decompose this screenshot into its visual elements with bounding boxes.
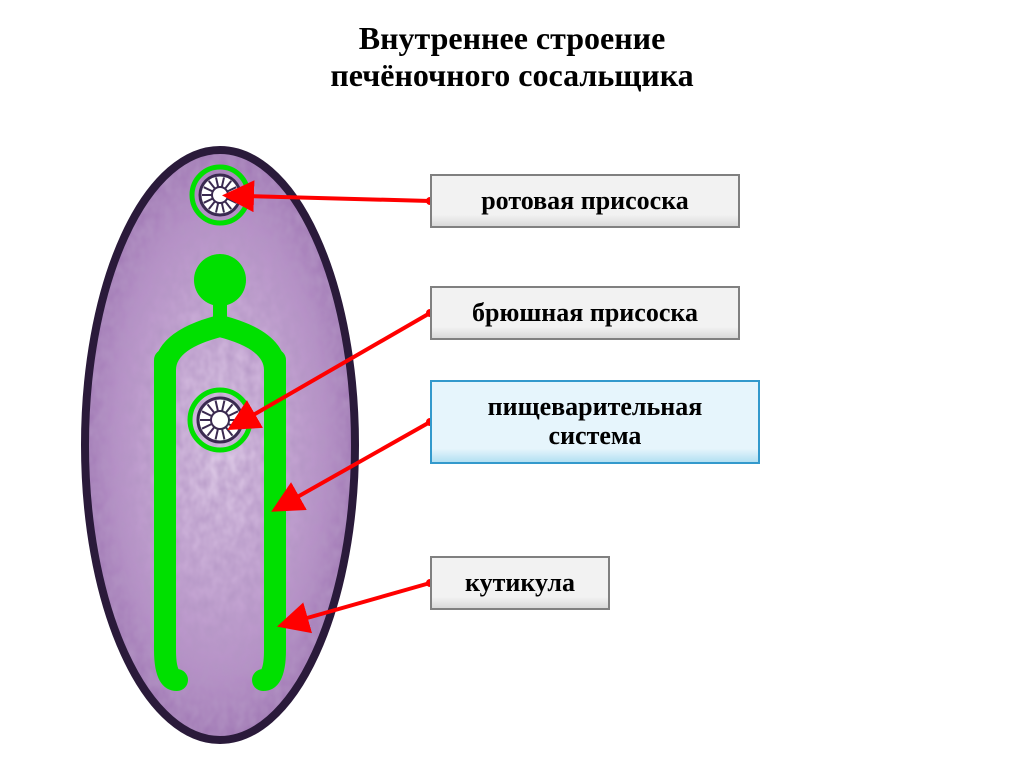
label-ventral-sucker: брюшная присоска [430,286,740,340]
oral-sucker [192,167,248,223]
organism-body [85,150,355,740]
label-digestive: пищеварительная система [430,380,760,464]
label-text: кутикула [465,569,575,598]
label-text: ротовая присоска [481,187,689,216]
diagram-canvas: Внутреннее строение печёночного сосальщи… [0,0,1024,767]
label-cuticle: кутикула [430,556,610,610]
label-text: брюшная присоска [472,299,698,328]
ventral-sucker [190,390,250,450]
label-text: пищеварительная система [488,393,703,450]
label-oral-sucker: ротовая присоска [430,174,740,228]
